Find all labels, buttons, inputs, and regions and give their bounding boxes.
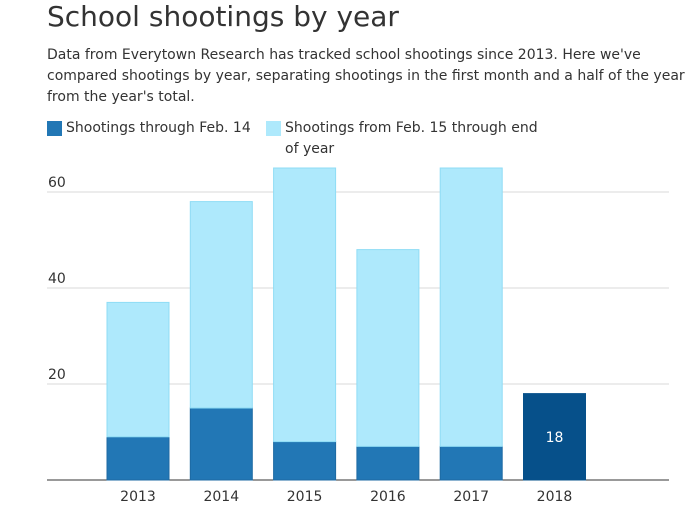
data-label-2018: 18 [546,430,564,446]
legend-swatch-through-feb-14 [47,121,62,136]
bar-layer [106,167,586,481]
x-tick-label-2016: 2016 [370,489,406,505]
y-tick-label-60: 60 [48,175,66,191]
x-tick-label-2014: 2014 [203,489,239,505]
bar-2017-series-1 [439,167,503,447]
legend-label-from-feb-15: Shootings from Feb. 15 through end of ye… [285,120,538,157]
bar-2018-series-0 [523,393,586,481]
bar-2013-series-1 [106,301,170,438]
label-layer: 20 40 60 2013 2014 2015 2016 2017 2018 18 [48,175,572,505]
x-tick-label-2013: 2013 [120,489,156,505]
legend: Shootings through Feb. 14 Shootings from… [47,118,697,158]
x-tick-label-2015: 2015 [287,489,323,505]
bar-2013-series-0 [106,436,170,481]
bar-2016-series-0 [356,445,420,481]
chart-title: School shootings by year [47,0,399,33]
bar-2014-series-0 [189,407,253,481]
bar-2015-series-0 [273,441,337,481]
legend-swatch-from-feb-15 [266,121,281,136]
y-tick-label-20: 20 [48,367,66,383]
chart-subtitle: Data from Everytown Research has tracked… [47,47,685,105]
bar-2014-series-1 [189,201,253,409]
bar-2017-series-0 [439,445,503,481]
x-tick-label-2017: 2017 [453,489,489,505]
y-tick-label-40: 40 [48,271,66,287]
bar-2016-series-1 [356,249,420,447]
legend-label-through-feb-14: Shootings through Feb. 14 [66,120,251,136]
bar-2015-series-1 [273,167,337,443]
x-tick-label-2018: 2018 [537,489,573,505]
